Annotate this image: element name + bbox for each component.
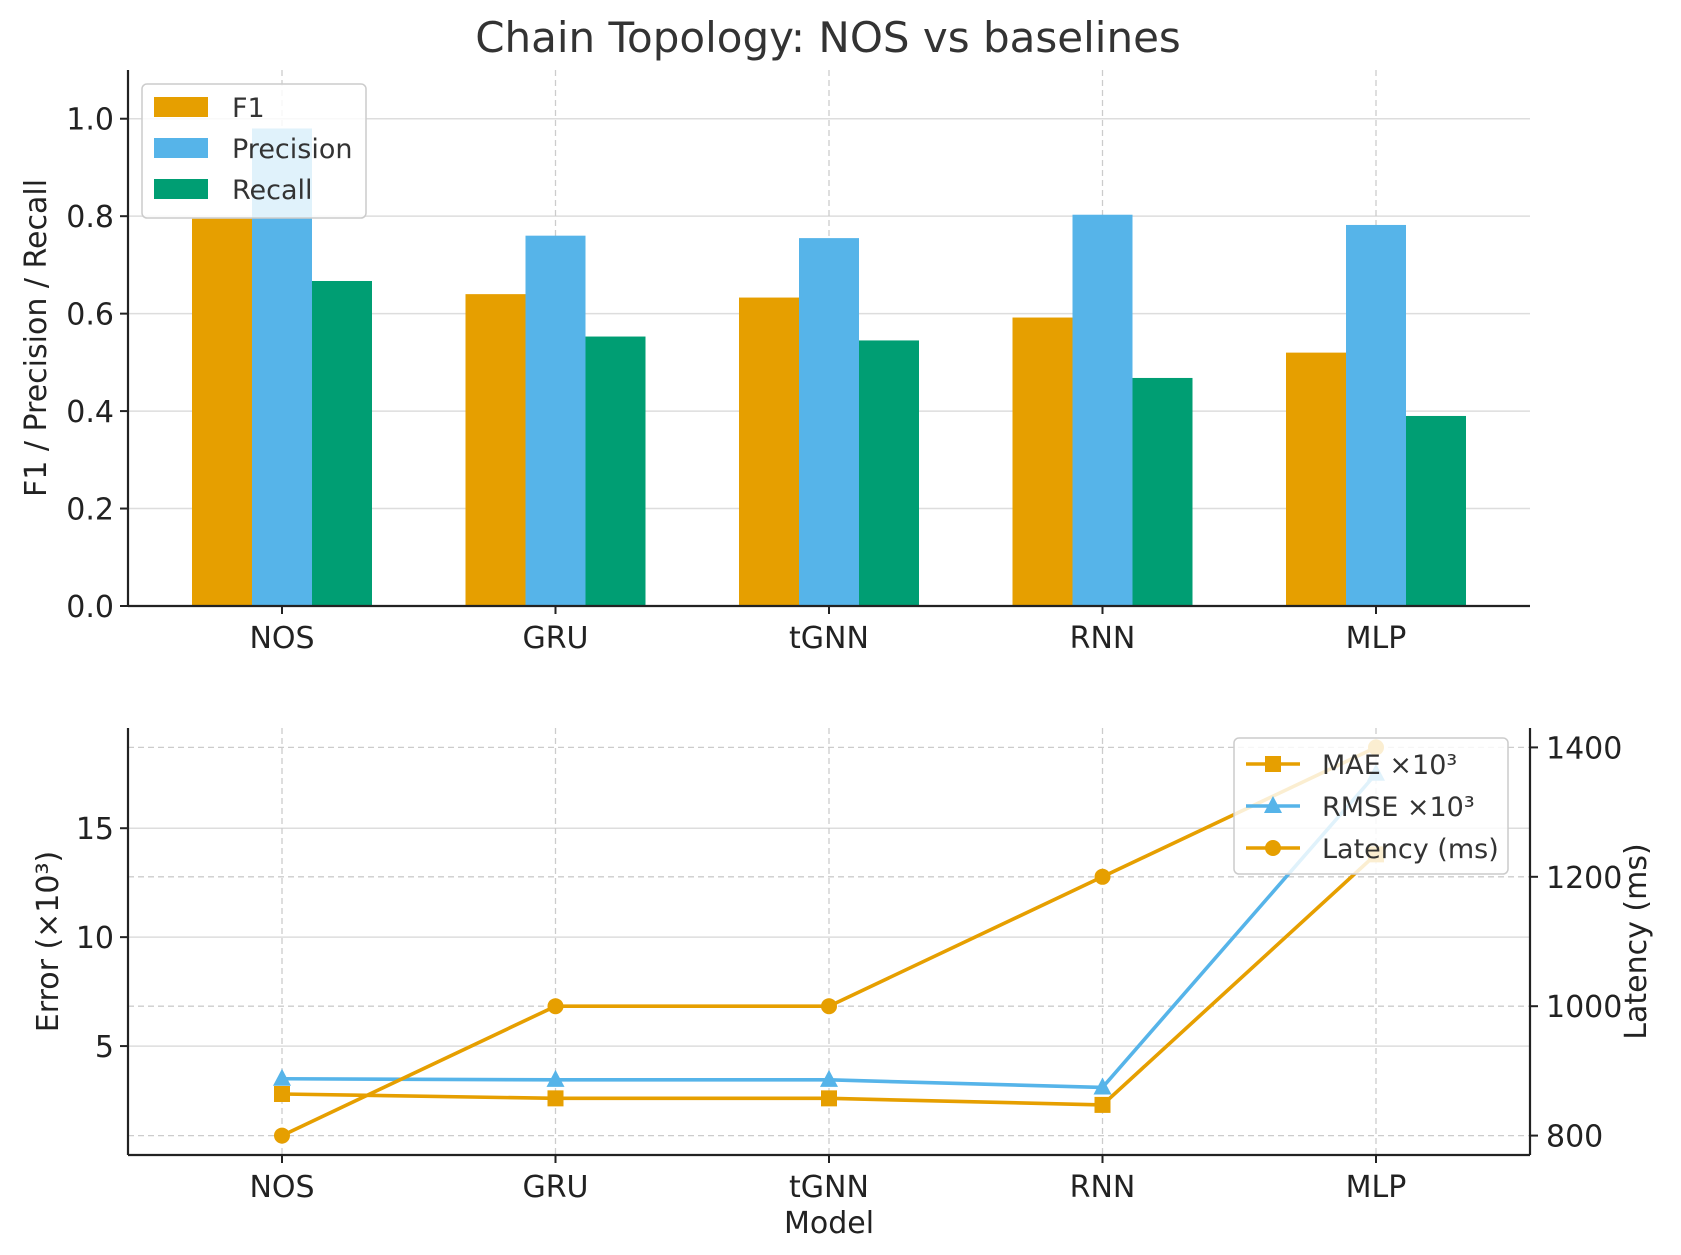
bar-f1-mlp — [1286, 352, 1346, 606]
bar-precision-tgnn — [799, 238, 859, 607]
y-tick-label: 0.8 — [66, 200, 114, 235]
x-tick-label: NOS — [249, 621, 314, 656]
bar-recall-tgnn — [859, 340, 919, 606]
x-tick-label: RNN — [1070, 1170, 1136, 1205]
legend-swatch-recall — [154, 179, 208, 199]
marker-latency-rnn — [1094, 868, 1111, 885]
x-tick-label: GRU — [522, 621, 588, 656]
top-bar-chart: 0.0 0.2 0.4 0.6 0.8 1.0 NOS GRU tGNN RNN MLP F1 / P… — [19, 70, 1530, 656]
y-axis-label: F1 / Precision / Recall — [19, 179, 54, 497]
y-tick-label: 5 — [95, 1030, 114, 1065]
legend-marker-rmse — [1264, 796, 1282, 813]
marker-latency-tgnn — [821, 998, 837, 1015]
legend-swatch-f1 — [154, 97, 208, 117]
x-tick-label: tGNN — [789, 621, 869, 656]
bar-recall-gru — [585, 336, 646, 606]
x-tick-label: NOS — [249, 1170, 314, 1205]
marker-latency-nos — [274, 1127, 290, 1144]
y-tick-label: 0.0 — [66, 590, 114, 625]
marker-mae-nos — [274, 1086, 290, 1102]
y-axis-label: Error (×10³) — [31, 851, 66, 1032]
legend-label-precision: Precision — [232, 134, 352, 165]
bar-recall-rnn — [1132, 377, 1193, 606]
legend: MAE ×10³ RMSE ×10³ Latency (ms) — [1233, 737, 1509, 875]
marker-mae-rnn — [1094, 1096, 1111, 1113]
marker-rmse-nos — [273, 1068, 291, 1086]
marker-rmse-rnn — [1093, 1077, 1112, 1095]
bar-precision-rnn — [1072, 214, 1133, 606]
y2-tick-label: 800 — [1546, 1120, 1603, 1155]
bar-precision-mlp — [1346, 224, 1406, 606]
legend-label-recall: Recall — [232, 175, 313, 206]
y2-axis-label: Latency (ms) — [1619, 843, 1654, 1039]
x-axis-label: Model — [784, 1206, 874, 1241]
y-tick-label: 0.2 — [66, 493, 114, 528]
y-tick-label: 1.0 — [66, 103, 114, 138]
bar-recall-mlp — [1406, 415, 1466, 606]
legend-marker-mae — [1265, 756, 1281, 772]
bar-precision-gru — [525, 235, 586, 606]
legend-swatch-precision — [154, 138, 208, 158]
y-tick-label: 0.6 — [66, 298, 114, 333]
marker-latency-gru — [547, 998, 564, 1015]
x-tick-label: GRU — [522, 1170, 588, 1205]
y-tick-label: 10 — [76, 921, 114, 956]
x-tick-label: MLP — [1346, 621, 1407, 656]
legend-label-f1: F1 — [232, 93, 265, 124]
marker-mae-tgnn — [821, 1090, 837, 1107]
legend-label-mae: MAE ×10³ — [1322, 750, 1457, 781]
y2-tick-label: 1000 — [1546, 990, 1622, 1025]
y2-tick-label: 1400 — [1546, 731, 1622, 766]
y-tick-label: 0.4 — [66, 395, 114, 430]
legend-marker-latency — [1265, 840, 1281, 856]
marker-rmse-tgnn — [820, 1069, 838, 1087]
marker-mae-gru — [547, 1090, 564, 1107]
bar-f1-tgnn — [739, 297, 799, 606]
marker-rmse-gru — [546, 1069, 565, 1087]
x-tick-label: RNN — [1070, 621, 1136, 656]
legend-box — [1233, 737, 1509, 875]
bar-f1-nos — [192, 218, 252, 607]
legend-label-rmse: RMSE ×10³ — [1322, 792, 1475, 823]
legend-label-latency: Latency (ms) — [1322, 834, 1499, 865]
y2-tick-label: 1200 — [1546, 861, 1622, 896]
chart-title: Chain Topology: NOS vs baselines — [475, 13, 1181, 62]
bar-recall-nos — [312, 280, 372, 606]
bottom-line-chart: 5 10 15 800 1000 1200 1400 NOS GRU tGNN RNN MLP Mode… — [31, 728, 1654, 1241]
bar-f1-gru — [465, 294, 526, 606]
bar-f1-rnn — [1012, 317, 1073, 606]
y-tick-label: 15 — [76, 812, 114, 847]
legend: F1 Precision Recall — [141, 83, 367, 219]
x-tick-label: tGNN — [789, 1170, 869, 1205]
x-tick-label: MLP — [1346, 1170, 1407, 1205]
